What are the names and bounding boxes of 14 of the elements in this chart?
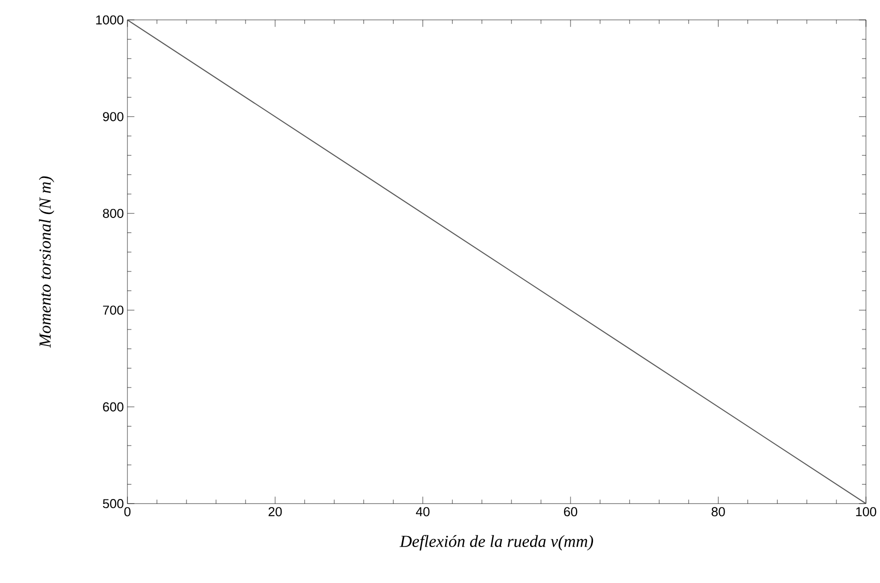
y-axis-title: Momento torsional (N m) (38, 176, 54, 348)
y-tick-label: 600 (103, 402, 124, 412)
x-tick-label: 20 (268, 507, 282, 516)
x-axis-title: Deflexión de la rueda v(mm) (400, 534, 594, 550)
x-tick-label: 80 (712, 507, 725, 516)
x-tick-label: 0 (124, 507, 130, 516)
y-tick-label: 800 (102, 208, 124, 218)
x-tick-label: 60 (564, 507, 578, 516)
y-tick-label: 500 (102, 498, 124, 508)
x-tick-label: 100 (856, 507, 876, 516)
x-tick-label: 40 (416, 507, 430, 516)
y-tick-label: 700 (103, 305, 124, 315)
y-tick-label: 900 (103, 112, 124, 122)
y-tick-label: 1000 (96, 15, 124, 24)
